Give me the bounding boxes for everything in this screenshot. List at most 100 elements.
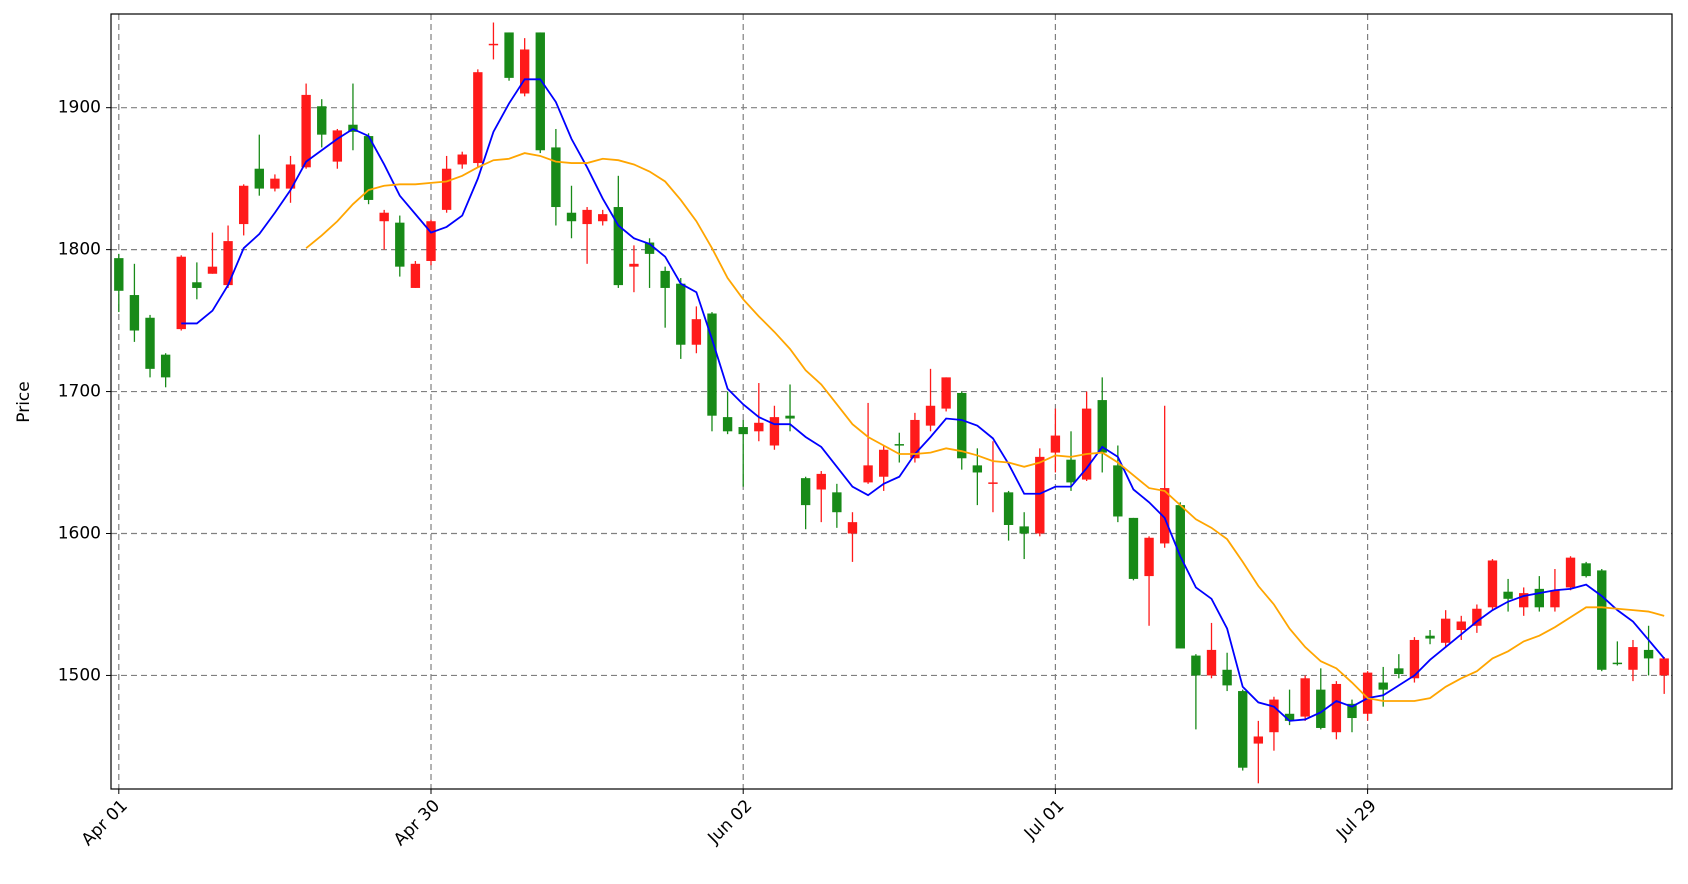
- candle-body: [1206, 649, 1217, 676]
- candle-body: [957, 392, 967, 459]
- candle-body: [160, 354, 171, 378]
- candle-body: [1253, 736, 1264, 744]
- candle-body: [1394, 668, 1404, 675]
- candle-body: [535, 32, 545, 151]
- candle-body: [1378, 682, 1388, 690]
- candle-body: [1222, 669, 1232, 686]
- candle-body: [1019, 526, 1029, 534]
- candle-body: [1456, 621, 1466, 631]
- candle-body: [1081, 408, 1092, 480]
- candle-body: [207, 266, 218, 274]
- candle-body: [1300, 678, 1310, 717]
- candle-body: [1066, 459, 1076, 483]
- x-tick-label: Jul 29: [1332, 796, 1380, 844]
- candle-body: [129, 295, 140, 331]
- moving-average-line: [181, 78, 1665, 722]
- candle-body: [1487, 560, 1498, 608]
- candle-body: [1643, 649, 1654, 659]
- y-axis-label: Price: [14, 381, 34, 422]
- candle-body: [1581, 563, 1591, 577]
- candle-body: [114, 258, 124, 291]
- candle-body: [738, 427, 748, 435]
- candle-body: [145, 317, 155, 369]
- candle-body: [379, 212, 389, 222]
- candle-body: [1503, 591, 1513, 599]
- candle-body: [910, 419, 920, 459]
- candle-body: [816, 473, 826, 490]
- candle-body: [800, 478, 811, 506]
- candle-body: [644, 242, 655, 254]
- candle-body: [1472, 608, 1482, 626]
- candle-body: [1113, 465, 1123, 517]
- x-tick-label: Apr 30: [390, 796, 444, 850]
- candle-body: [691, 319, 702, 345]
- candle-body: [598, 214, 608, 222]
- candle-body: [894, 444, 904, 446]
- candle-body: [1425, 635, 1435, 639]
- candle-body: [1035, 456, 1045, 534]
- candle-body: [785, 415, 795, 419]
- candle-body: [1597, 570, 1607, 670]
- candle-body: [941, 377, 951, 409]
- candle-body: [504, 32, 514, 78]
- candle-body: [1003, 492, 1014, 525]
- moving-average-line: [305, 152, 1665, 702]
- candle-body: [239, 185, 249, 225]
- candle-body: [1238, 691, 1248, 768]
- candle-body: [1612, 662, 1623, 665]
- candle-body: [1659, 658, 1669, 676]
- y-tick-label: 1500: [58, 665, 101, 685]
- candle-body: [769, 417, 780, 446]
- candle-body: [1519, 593, 1529, 608]
- candle-body: [1191, 655, 1201, 676]
- candle-body: [1534, 588, 1544, 608]
- candle-body: [254, 168, 264, 189]
- candle-body: [192, 282, 202, 288]
- candle-body: [613, 207, 624, 286]
- candle-body: [1128, 517, 1139, 579]
- candle-body: [660, 270, 670, 288]
- candle-body: [223, 241, 233, 286]
- candle-body: [1175, 505, 1185, 649]
- y-tick-label: 1900: [58, 98, 101, 118]
- candle-body: [1144, 537, 1154, 577]
- candle-body: [1565, 557, 1576, 588]
- y-tick-label: 1600: [58, 524, 101, 544]
- candle-body: [270, 178, 280, 189]
- candle-body: [972, 465, 983, 473]
- candle-body: [754, 422, 764, 432]
- candle-body: [457, 154, 467, 165]
- candle-body: [1050, 435, 1061, 453]
- candle-body: [582, 209, 592, 225]
- candle-body: [488, 43, 499, 46]
- plot-frame: [110, 13, 1673, 790]
- candle-body: [847, 522, 858, 534]
- candle-body: [176, 256, 186, 330]
- candle-body: [1440, 618, 1451, 643]
- candle-body: [1362, 672, 1373, 714]
- candle-body: [1159, 488, 1170, 544]
- x-tick-label: Jun 02: [704, 796, 757, 849]
- candle-body: [863, 465, 873, 483]
- candle-body: [285, 164, 296, 189]
- candle-body: [1284, 713, 1295, 721]
- candle-body: [832, 492, 842, 513]
- candle-body: [410, 263, 421, 288]
- candle-body: [519, 49, 530, 94]
- candle-body: [676, 283, 686, 345]
- candle-body: [722, 417, 733, 432]
- candle-body: [551, 147, 561, 208]
- candle-body: [879, 449, 889, 477]
- candle-body: [1409, 639, 1420, 679]
- candle-body: [441, 168, 452, 210]
- candle-body: [566, 212, 577, 222]
- y-tick-label: 1800: [58, 240, 101, 260]
- candle-body: [988, 482, 998, 484]
- candle-body: [426, 221, 436, 261]
- candle-body: [301, 94, 311, 168]
- candle-body: [332, 130, 343, 162]
- candle-body: [1269, 699, 1279, 733]
- y-tick-label: 1700: [58, 382, 101, 402]
- candle-body: [707, 313, 717, 416]
